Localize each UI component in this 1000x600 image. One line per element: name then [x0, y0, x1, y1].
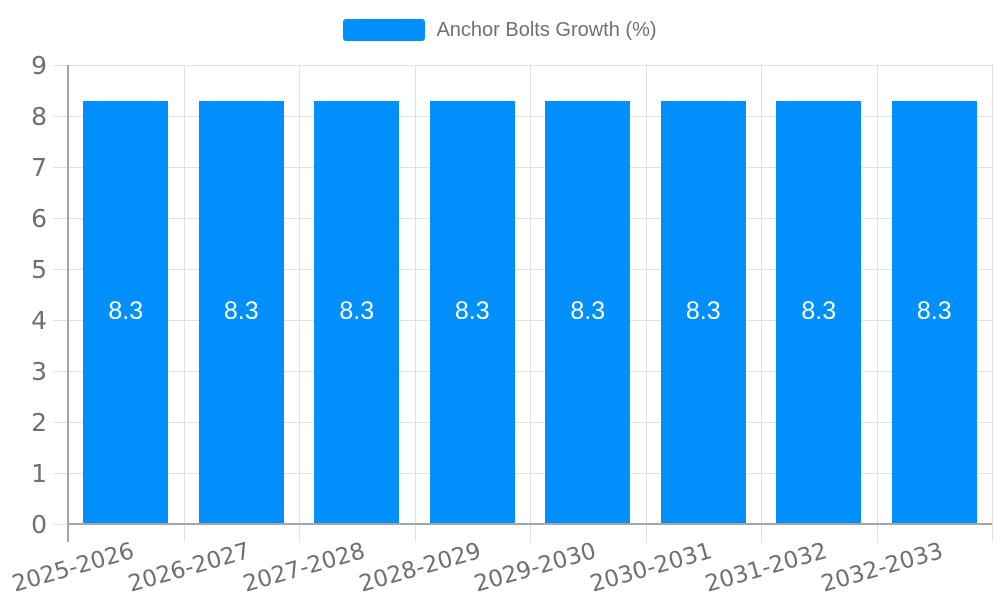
x-axis-label: 2030-2031	[587, 538, 715, 598]
x-axis-tick	[183, 524, 185, 542]
y-axis-tick-label: 2	[31, 408, 47, 437]
bar-value-label: 8.3	[916, 297, 952, 326]
y-axis-tick-label: 1	[31, 459, 47, 488]
x-axis-label: 2029-2030	[471, 538, 600, 598]
y-gridline	[53, 167, 992, 168]
legend-item[interactable]: Anchor Bolts Growth (%)	[343, 19, 657, 41]
bar-value-label: 8.3	[108, 297, 144, 326]
legend-swatch-icon	[343, 19, 426, 41]
y-axis-tick-label: 8	[31, 102, 47, 131]
y-gridline	[53, 218, 992, 219]
y-gridline	[53, 269, 992, 270]
x-axis-label: 2028-2029	[356, 538, 484, 598]
y-axis-tick-label: 4	[31, 306, 47, 335]
y-axis-tick-label: 5	[31, 255, 47, 284]
chart-legend: Anchor Bolts Growth (%)	[0, 19, 1000, 41]
y-axis-tick-label: 9	[31, 51, 47, 80]
legend-label: Anchor Bolts Growth (%)	[436, 19, 657, 41]
y-gridline	[53, 422, 992, 423]
x-gridline	[876, 65, 878, 524]
bar[interactable]: 8.3	[545, 100, 631, 523]
x-gridline	[183, 65, 185, 524]
x-axis-label: 2031-2032	[702, 538, 831, 598]
x-gridline	[414, 65, 416, 524]
bar-value-label: 8.3	[223, 297, 259, 326]
y-gridline	[53, 116, 992, 117]
x-axis-label: 2026-2027	[125, 538, 253, 598]
x-gridline	[530, 65, 531, 524]
x-axis-tick	[530, 524, 531, 542]
bar-value-label: 8.3	[801, 297, 837, 326]
y-axis-tick-label: 0	[31, 510, 47, 539]
y-axis-line	[67, 65, 69, 542]
x-gridline	[645, 65, 647, 524]
y-axis-tick-label: 3	[31, 357, 47, 386]
x-axis-tick	[414, 524, 416, 542]
bar-value-label: 8.3	[454, 297, 490, 326]
bar[interactable]: 8.3	[776, 100, 862, 523]
bar[interactable]: 8.3	[429, 100, 515, 523]
y-gridline	[53, 473, 992, 474]
x-axis-label: 2025-2026	[9, 538, 138, 598]
x-axis-label: 2027-2028	[240, 538, 369, 598]
x-gridline	[299, 65, 300, 524]
bar-value-label: 8.3	[339, 297, 375, 326]
x-axis-label: 2032-2033	[818, 538, 946, 598]
bar[interactable]: 8.3	[891, 100, 977, 523]
x-axis-tick	[876, 524, 878, 542]
x-axis-tick	[992, 524, 993, 542]
y-gridline	[53, 371, 992, 372]
bar[interactable]: 8.3	[83, 100, 169, 523]
bar[interactable]: 8.3	[660, 100, 746, 523]
x-axis-tick	[299, 524, 300, 542]
bar-value-label: 8.3	[685, 297, 721, 326]
y-axis-tick-label: 6	[31, 204, 47, 233]
x-gridline	[992, 65, 993, 524]
x-axis-tick	[645, 524, 647, 542]
y-axis-tick-label: 7	[31, 153, 47, 182]
x-axis-tick	[761, 524, 762, 542]
y-gridline	[53, 65, 992, 66]
x-axis-line	[67, 523, 992, 525]
bar-value-label: 8.3	[570, 297, 606, 326]
bar[interactable]: 8.3	[198, 100, 284, 523]
bar[interactable]: 8.3	[314, 100, 400, 523]
y-gridline	[53, 320, 992, 321]
x-gridline	[761, 65, 762, 524]
